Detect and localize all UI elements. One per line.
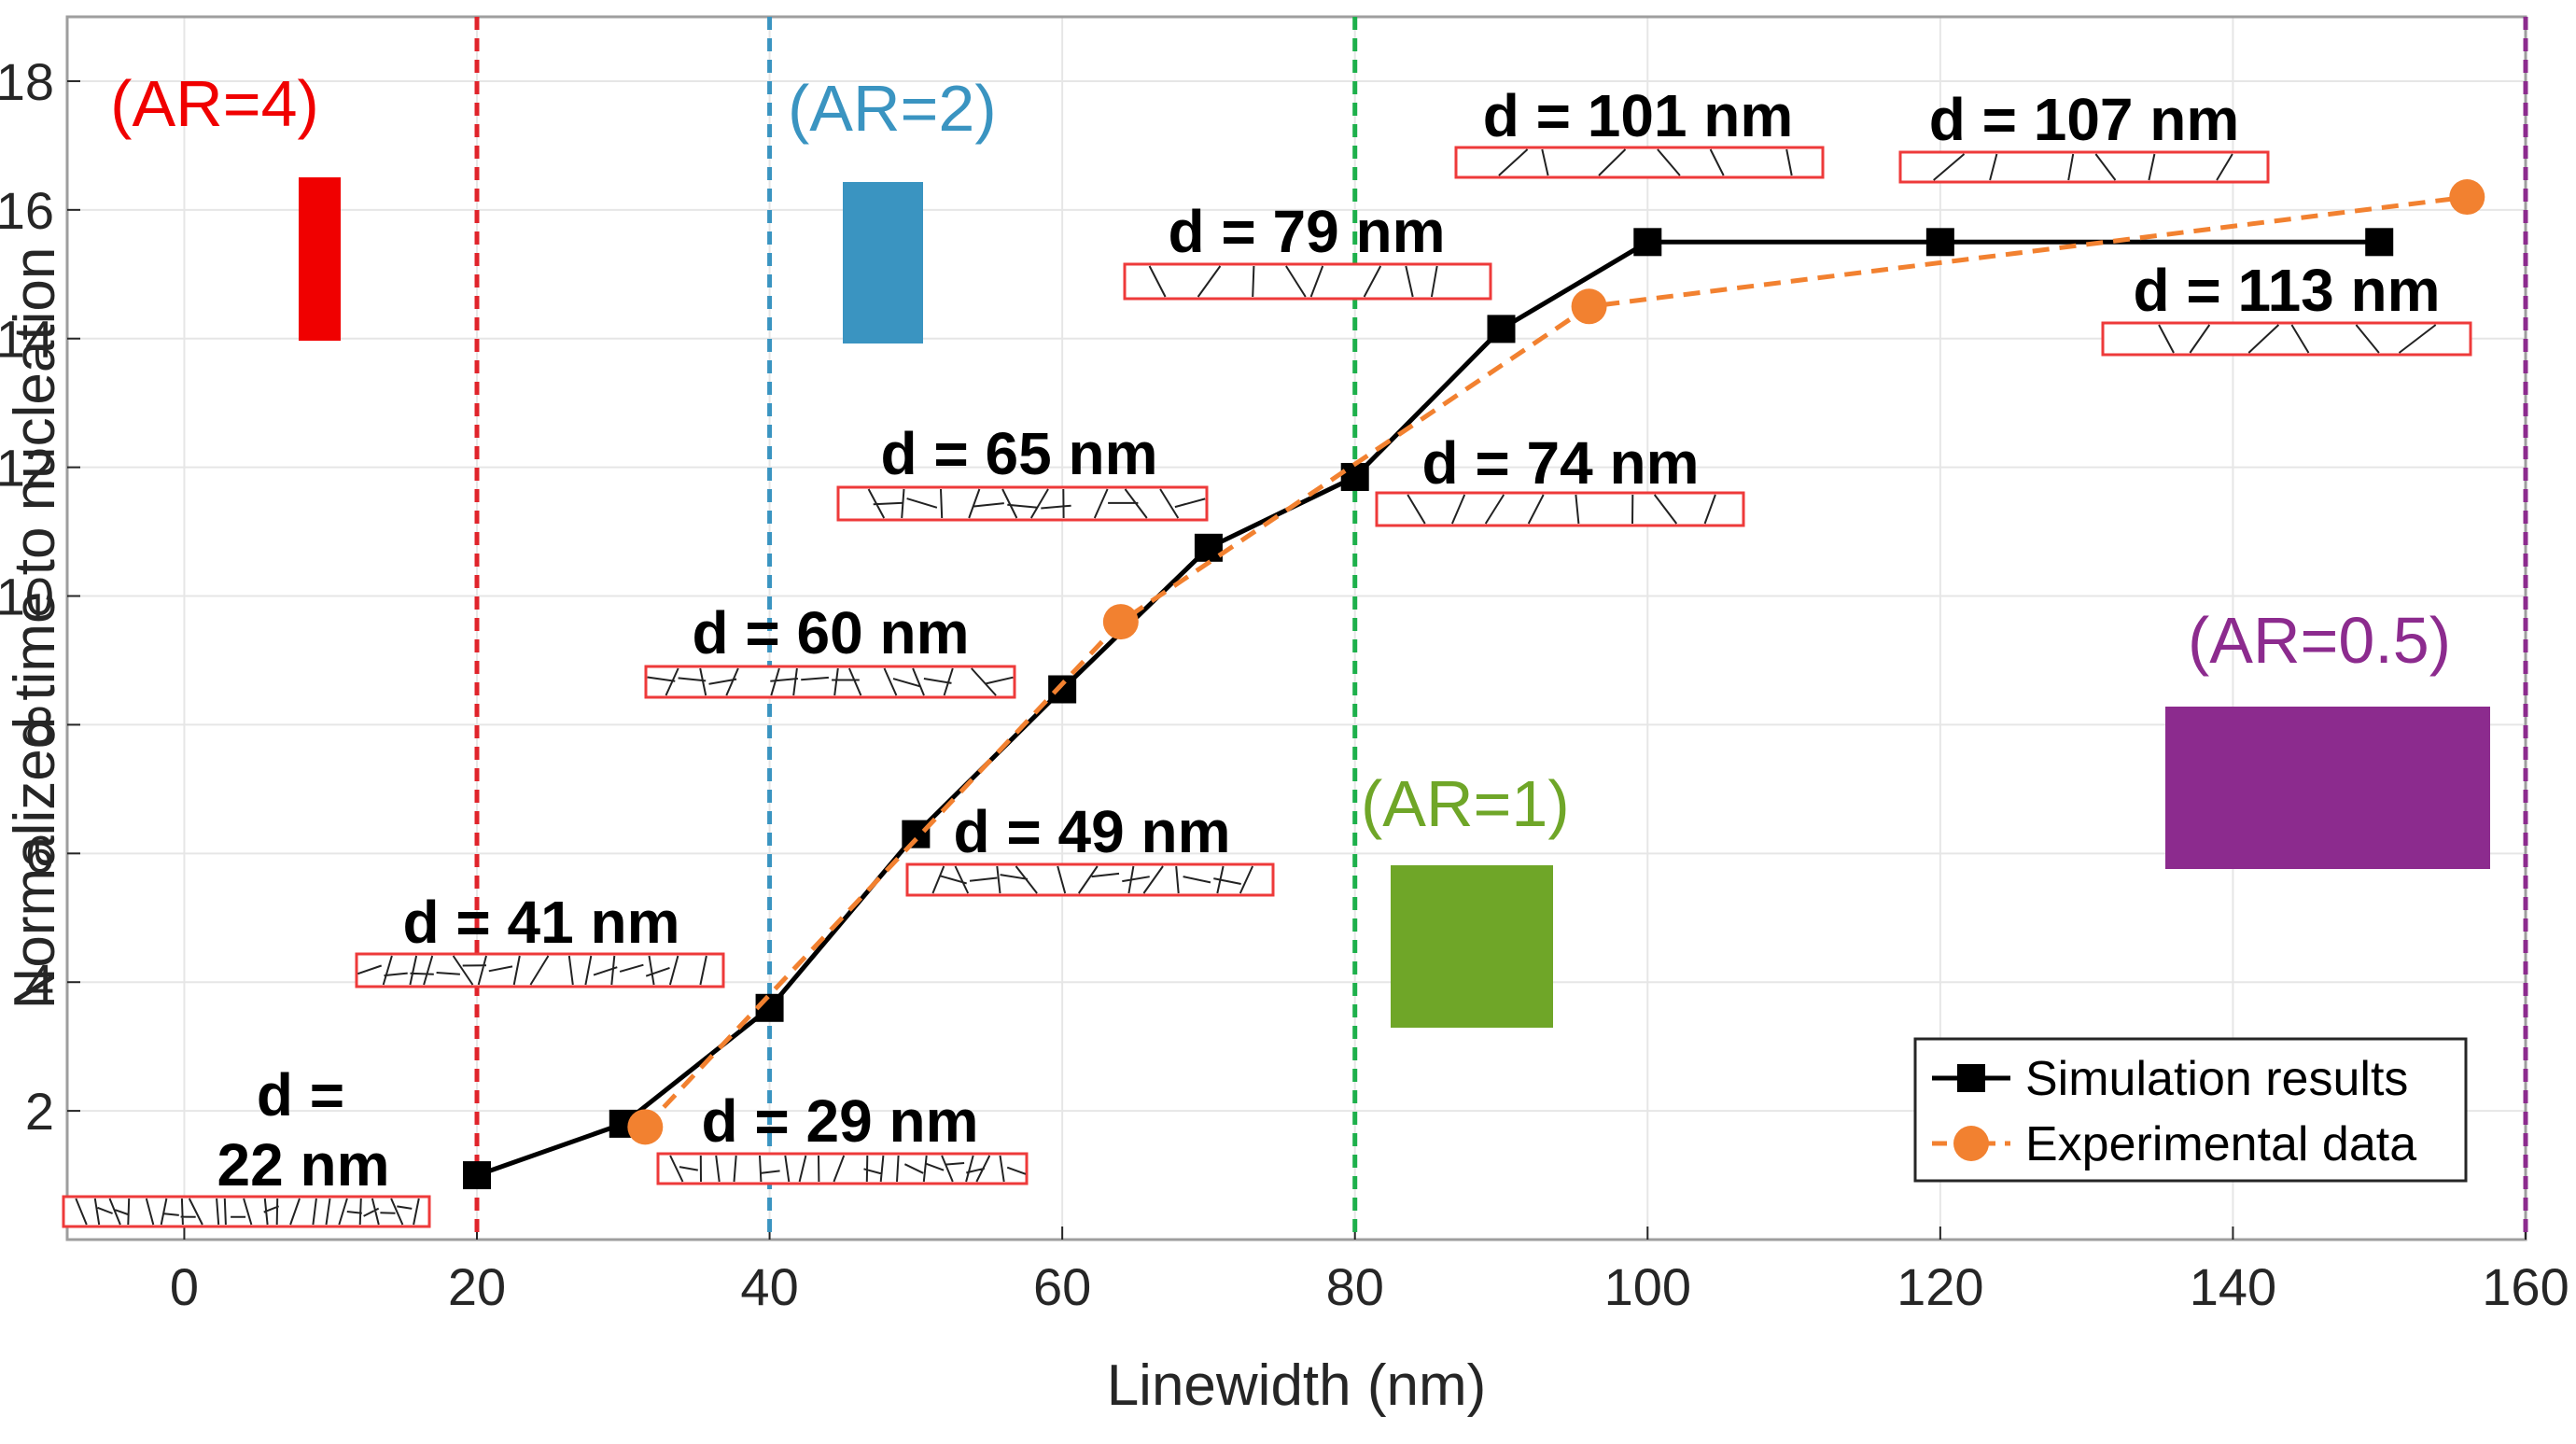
grain-boundaries-7: [1148, 265, 1438, 298]
y-tick-label-8: 18: [0, 52, 54, 111]
y-axis-label: Normalized time to nucleation: [3, 247, 67, 1010]
grain-strip-6: [1375, 491, 1745, 527]
series-0-point-9: [1925, 228, 1954, 257]
legend-label-1: Experimental data: [2025, 1117, 2416, 1171]
grain-boundaries-10: [2158, 324, 2437, 354]
series-1-point-3: [2449, 179, 2485, 216]
grain-size-label-2: d = 41 nm: [403, 889, 680, 956]
aspect-ratio-label-2: (AR=1): [1361, 767, 1570, 840]
grain-boundaries-5: [867, 488, 1206, 519]
grain-strip-7: [1123, 262, 1492, 301]
series-0-point-8: [1633, 228, 1662, 257]
series-0-point-10: [2365, 228, 2394, 257]
y-tick-label-0: 2: [25, 1082, 54, 1141]
series-1-point-1: [1102, 604, 1139, 640]
grain-size-label-7: d = 79 nm: [1169, 198, 1446, 265]
y-tick-label-5: 12: [0, 439, 54, 498]
grain-boundaries-0: [75, 1198, 420, 1226]
grain-size-label-10: d = 113 nm: [2133, 257, 2440, 324]
y-tick-label-3: 8: [25, 695, 54, 754]
grain-size-label-5: d = 65 nm: [881, 420, 1158, 487]
y-tick-label-2: 6: [25, 824, 54, 883]
series-line-1: [643, 194, 2468, 1129]
y-tick-label-4: 10: [0, 568, 54, 626]
grain-strip-3: [905, 862, 1275, 897]
vertical-reference-lines: [474, 17, 2528, 1240]
legend: Simulation results Experimental data: [1913, 1037, 2468, 1183]
series-1-point-0: [627, 1109, 664, 1145]
grain-boundaries-6: [1407, 494, 1716, 525]
aspect-ratio-label-3: (AR=0.5): [2188, 604, 2451, 677]
series-0-point-3: [902, 820, 931, 848]
x-tick-label-5: 100: [1604, 1257, 1691, 1316]
x-tick-label-6: 120: [1897, 1257, 1983, 1316]
annotations: (AR=4) (AR=2) (AR=1) (AR=0.5) d =22 nm d = 29…: [62, 67, 2490, 1228]
y-tick-label-7: 16: [0, 181, 54, 240]
grain-size-label-9: d = 107 nm: [1929, 86, 2240, 153]
grain-size-label-6: d = 74 nm: [1422, 429, 1700, 497]
series-line-0: [476, 239, 2380, 1178]
grain-boundaries-2: [357, 955, 707, 986]
y-tick-label-1: 4: [25, 953, 54, 1012]
grain-boundaries-4: [647, 667, 1014, 696]
legend-box: [1913, 1037, 2468, 1183]
x-tick-label-7: 140: [2190, 1257, 2276, 1316]
aspect-ratio-label-0: (AR=4): [110, 67, 319, 140]
x-tick-label-8: 160: [2482, 1257, 2569, 1316]
grain-strip-10: [2101, 321, 2472, 357]
series-0-point-4: [1048, 675, 1077, 704]
legend-marker-1: [1953, 1126, 1989, 1161]
legend-marker-0: [1957, 1064, 1985, 1092]
grain-strip-8: [1454, 146, 1825, 179]
grain-size-label-0-line2: 22 nm: [217, 1131, 390, 1199]
x-tick-label-2: 40: [740, 1257, 798, 1316]
y-tick-label-6: 14: [0, 310, 54, 369]
grain-size-label-1: d = 29 nm: [702, 1087, 979, 1155]
aspect-ratio-block-1: [843, 182, 923, 343]
series-0-point-7: [1487, 315, 1516, 343]
x-tick-label-0: 0: [170, 1257, 199, 1316]
grain-size-label-4: d = 60 nm: [693, 599, 970, 666]
grain-boundaries-8: [1498, 148, 1793, 176]
aspect-ratio-block-0: [299, 177, 341, 341]
x-axis-label: Linewidth (nm): [1107, 1353, 1487, 1418]
grain-strip-4: [644, 665, 1016, 699]
grain-size-label-3: d = 49 nm: [954, 798, 1231, 865]
grain-size-label-0: d =: [257, 1061, 344, 1129]
legend-label-0: Simulation results: [2025, 1052, 2408, 1106]
grain-strip-9: [1898, 150, 2270, 184]
aspect-ratio-block-3: [2165, 707, 2490, 869]
aspect-ratio-block-2: [1391, 865, 1553, 1028]
x-tick-label-4: 80: [1326, 1257, 1384, 1316]
grain-boundaries-3: [931, 865, 1254, 894]
series-1-point-2: [1571, 288, 1607, 325]
x-tick-label-3: 60: [1033, 1257, 1091, 1316]
grain-size-label-8: d = 101 nm: [1483, 82, 1794, 149]
grain-boundaries-1: [669, 1155, 1027, 1183]
grain-boundaries-9: [1933, 153, 2233, 181]
aspect-ratio-label-1: (AR=2): [788, 72, 997, 145]
series-0-point-0: [463, 1161, 491, 1190]
series: [463, 179, 2485, 1190]
grain-strip-0: [62, 1195, 431, 1228]
series-0-point-6: [1340, 462, 1369, 491]
series-0-point-5: [1194, 533, 1223, 562]
tick-labels: 0 20 40 60 80 100 120 140 160 2 4 6 8 10 12 14 16 18: [0, 52, 2569, 1316]
x-tick-label-1: 20: [448, 1257, 506, 1316]
